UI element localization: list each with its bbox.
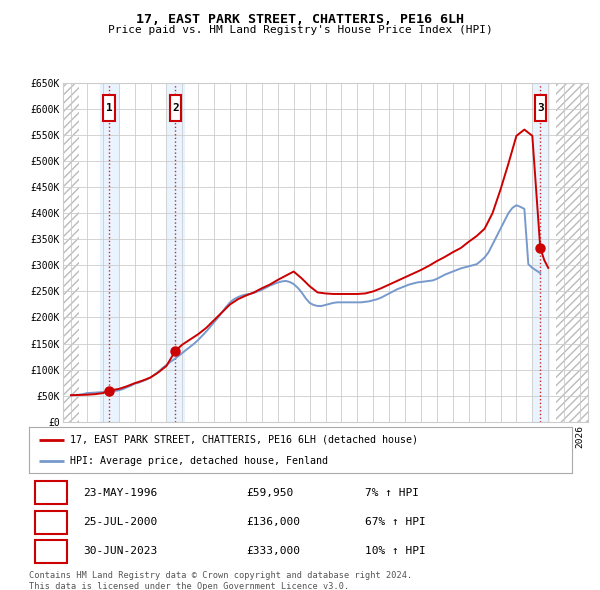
Bar bbox=[556, 83, 588, 422]
Text: 17, EAST PARK STREET, CHATTERIS, PE16 6LH (detached house): 17, EAST PARK STREET, CHATTERIS, PE16 6L… bbox=[70, 435, 418, 445]
Text: HPI: Average price, detached house, Fenland: HPI: Average price, detached house, Fenl… bbox=[70, 455, 328, 466]
Text: 1: 1 bbox=[47, 488, 55, 498]
Text: 3: 3 bbox=[537, 103, 544, 113]
FancyBboxPatch shape bbox=[170, 96, 181, 121]
Text: 30-JUN-2023: 30-JUN-2023 bbox=[83, 546, 157, 556]
Text: 3: 3 bbox=[47, 546, 55, 556]
Text: Contains HM Land Registry data © Crown copyright and database right 2024.
This d: Contains HM Land Registry data © Crown c… bbox=[29, 571, 412, 590]
Bar bbox=[63, 83, 79, 422]
Text: 2: 2 bbox=[47, 517, 55, 527]
Text: £333,000: £333,000 bbox=[246, 546, 300, 556]
Text: Price paid vs. HM Land Registry's House Price Index (HPI): Price paid vs. HM Land Registry's House … bbox=[107, 25, 493, 35]
FancyBboxPatch shape bbox=[35, 481, 67, 504]
FancyBboxPatch shape bbox=[535, 96, 546, 121]
Bar bbox=[63, 83, 79, 422]
FancyBboxPatch shape bbox=[35, 510, 67, 533]
FancyBboxPatch shape bbox=[103, 96, 115, 121]
Bar bbox=[100, 83, 118, 422]
Text: £59,950: £59,950 bbox=[246, 488, 293, 498]
Text: 25-JUL-2000: 25-JUL-2000 bbox=[83, 517, 157, 527]
FancyBboxPatch shape bbox=[35, 540, 67, 563]
Text: £136,000: £136,000 bbox=[246, 517, 300, 527]
Text: 2: 2 bbox=[172, 103, 179, 113]
Text: 10% ↑ HPI: 10% ↑ HPI bbox=[365, 546, 426, 556]
Text: 17, EAST PARK STREET, CHATTERIS, PE16 6LH: 17, EAST PARK STREET, CHATTERIS, PE16 6L… bbox=[136, 13, 464, 26]
Bar bbox=[556, 83, 588, 422]
Bar bbox=[532, 83, 549, 422]
Text: 1: 1 bbox=[106, 103, 112, 113]
Text: 7% ↑ HPI: 7% ↑ HPI bbox=[365, 488, 419, 498]
Text: 67% ↑ HPI: 67% ↑ HPI bbox=[365, 517, 426, 527]
Bar bbox=[167, 83, 184, 422]
Text: 23-MAY-1996: 23-MAY-1996 bbox=[83, 488, 157, 498]
